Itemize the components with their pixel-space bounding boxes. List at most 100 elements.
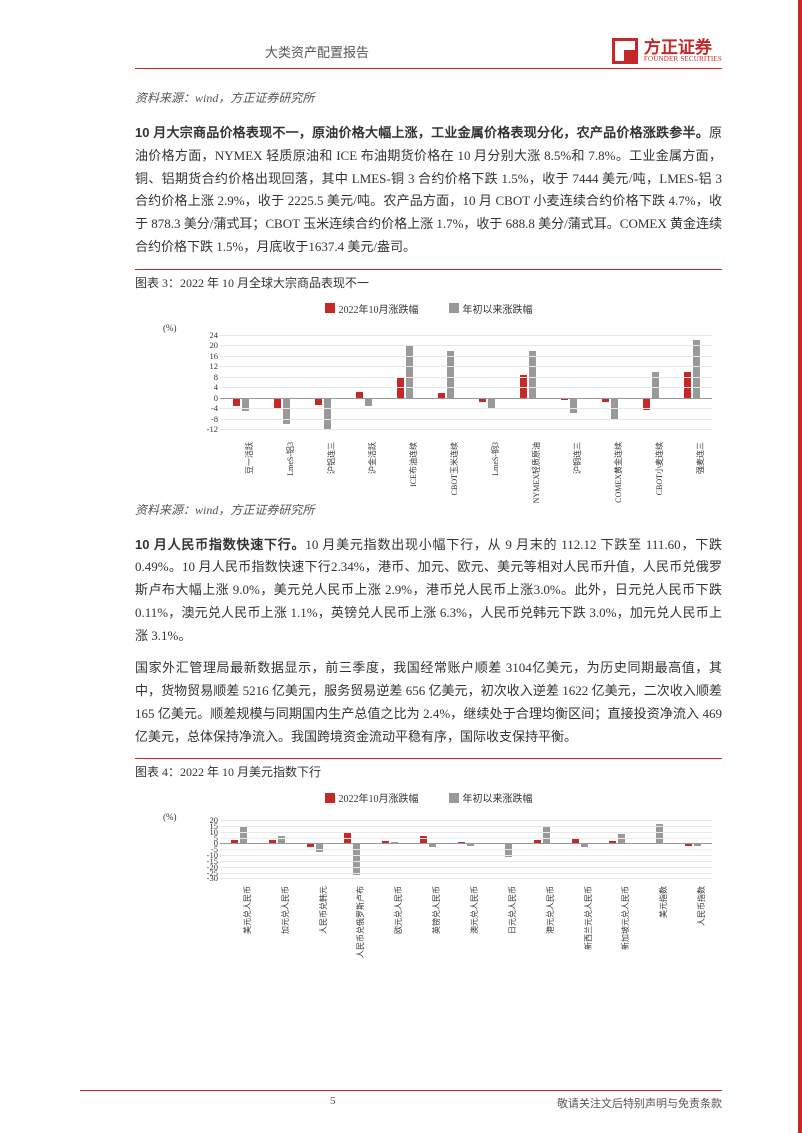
- zero-line: [220, 843, 712, 844]
- grid-line: [220, 861, 712, 862]
- y-tick: 16: [210, 351, 219, 361]
- page-content: 大类资产配置报告 方正证券 FOUNDER SECURITIES 资料来源：wi…: [0, 0, 802, 990]
- bar: [283, 398, 290, 424]
- x-label: 沪金活跃: [367, 442, 378, 474]
- logo-en: FOUNDER SECURITIES: [644, 56, 722, 63]
- y-tick: -8: [211, 414, 218, 424]
- chart3-legend2-label: 年初以来涨跌幅: [463, 301, 533, 316]
- bar: [529, 351, 536, 398]
- chart4-legend1-label: 2022年10月涨跌幅: [339, 790, 419, 805]
- y-tick: 20: [210, 340, 219, 350]
- paragraph-3: 国家外汇管理局最新数据显示，前三季度，我国经常账户顺差 3104亿美元，为历史同…: [135, 657, 722, 748]
- y-tick: 20: [210, 815, 219, 825]
- chart3-bars: [220, 325, 712, 440]
- x-label: 欧元兑人民币: [393, 886, 404, 934]
- y-tick: 4: [214, 382, 218, 392]
- bar: [406, 345, 413, 397]
- source-line-1: 资料来源：wind，方正证券研究所: [135, 89, 722, 106]
- x-label: 人民币指数: [696, 886, 707, 926]
- bar: [693, 340, 700, 398]
- y-tick: -12: [207, 424, 218, 434]
- x-label: 强麦连三: [695, 442, 706, 474]
- chart4-xlabels: 美元兑人民币加元兑人民币人民币兑韩元人民币兑俄罗斯卢布欧元兑人民币英镑兑人民币澳…: [190, 884, 712, 954]
- grid-line: [220, 429, 712, 430]
- footer-disclaimer: 敬请关注文后特别声明与免责条款: [557, 1095, 722, 1111]
- bar: [365, 398, 372, 406]
- bar: [233, 398, 240, 406]
- x-label: 澳元兑人民币: [469, 886, 480, 934]
- y-tick: 24: [210, 330, 219, 340]
- x-label: 英镑兑人民币: [431, 886, 442, 934]
- paragraph-2: 10 月人民币指数快速下行。10 月美元指数出现小幅下行，从 9 月末的 112…: [135, 534, 722, 648]
- chart4-legend2-label: 年初以来涨跌幅: [463, 790, 533, 805]
- x-label: 豆一活跃: [244, 442, 255, 474]
- x-label: LmeS-铜3: [490, 442, 501, 476]
- x-label: 港元兑人民币: [545, 886, 556, 934]
- grid-line: [220, 867, 712, 868]
- chart4-title: 图表 4：2022 年 10 月美元指数下行: [135, 765, 321, 779]
- bar: [570, 398, 577, 414]
- bar: [324, 398, 331, 429]
- para2-rest: 10 月美元指数出现小幅下行，从 9 月末的 112.12 下跌至 111.60…: [135, 537, 722, 643]
- grid-line: [220, 335, 712, 336]
- bar: [353, 843, 360, 875]
- grid-line: [220, 832, 712, 833]
- grid-line: [220, 849, 712, 850]
- legend-swatch-gray: [449, 303, 459, 313]
- chart3-title: 图表 3：2022 年 10 月全球大宗商品表现不一: [135, 276, 369, 290]
- right-accent-border: [798, 0, 802, 1133]
- paragraph-1: 10 月大宗商品价格表现不一，原油价格大幅上涨，工业金属价格表现分化，农产品价格…: [135, 122, 722, 259]
- x-label: 人民币兑韩元: [318, 886, 329, 934]
- x-label: NYMEX轻质原油: [531, 442, 542, 503]
- x-label: ICE布油连续: [408, 442, 419, 487]
- x-label: LmeS-铝3: [285, 442, 296, 476]
- page-header: 大类资产配置报告 方正证券 FOUNDER SECURITIES: [135, 38, 722, 69]
- y-tick: 0: [214, 393, 218, 403]
- grid-line: [220, 377, 712, 378]
- para2-bold: 10 月人民币指数快速下行。: [135, 537, 305, 552]
- para1-bold: 10 月大宗商品价格表现不一，原油价格大幅上涨，工业金属价格表现分化，农产品价格…: [135, 125, 709, 140]
- x-label: 新加坡元兑人民币: [620, 886, 631, 950]
- chart4: 2022年10月涨跌幅 年初以来涨跌幅 (%) -30-25-20-15-10-…: [135, 784, 722, 954]
- chart4-yticks: -30-25-20-15-10-505101520: [190, 814, 220, 884]
- zero-line: [220, 398, 712, 399]
- grid-line: [220, 820, 712, 821]
- bar: [240, 827, 247, 843]
- y-tick: -4: [211, 403, 218, 413]
- y-tick: 8: [214, 372, 218, 382]
- chart3: 2022年10月涨跌幅 年初以来涨跌幅 (%) -12-8-4048121620…: [135, 295, 722, 495]
- bar: [684, 372, 691, 398]
- grid-line: [220, 408, 712, 409]
- grid-line: [220, 873, 712, 874]
- grid-line: [220, 826, 712, 827]
- legend-swatch-red-2: [325, 793, 335, 803]
- grid-line: [220, 345, 712, 346]
- legend-swatch-red: [325, 303, 335, 313]
- legend-swatch-gray-2: [449, 793, 459, 803]
- grid-line: [220, 366, 712, 367]
- bar: [488, 398, 495, 408]
- bar: [315, 398, 322, 406]
- para1-rest: 原油价格方面，NYMEX 轻质原油和 ICE 布油期货价格在 10 月分别大涨 …: [135, 125, 722, 254]
- chart3-plot: -12-8-404812162024: [190, 325, 712, 440]
- chart4-legend: 2022年10月涨跌幅 年初以来涨跌幅: [135, 784, 722, 807]
- bar: [543, 826, 550, 844]
- x-label: 人民币兑俄罗斯卢布: [355, 886, 366, 958]
- x-label: 沪铜连三: [572, 442, 583, 474]
- bar: [316, 843, 323, 851]
- x-label: CBOT小麦连续: [654, 442, 665, 495]
- x-label: 美元兑人民币: [242, 886, 253, 934]
- x-label: 日元兑人民币: [507, 886, 518, 934]
- x-label: 加元兑人民币: [280, 886, 291, 934]
- logo-text: 方正证券 FOUNDER SECURITIES: [644, 39, 722, 63]
- chart3-y-unit: (%): [163, 323, 177, 333]
- chart4-legend-1: 2022年10月涨跌幅: [325, 790, 419, 805]
- chart3-legend-1: 2022年10月涨跌幅: [325, 301, 419, 316]
- grid-line: [220, 419, 712, 420]
- x-label: 美元指数: [658, 886, 669, 918]
- bar: [274, 398, 281, 408]
- chart3-xlabels: 豆一活跃LmeS-铝3沪铝连三沪金活跃ICE布油连续CBOT玉米连续LmeS-铜…: [190, 440, 712, 495]
- header-title: 大类资产配置报告: [265, 42, 369, 61]
- bar: [447, 351, 454, 398]
- x-label: CBOT玉米连续: [449, 442, 460, 495]
